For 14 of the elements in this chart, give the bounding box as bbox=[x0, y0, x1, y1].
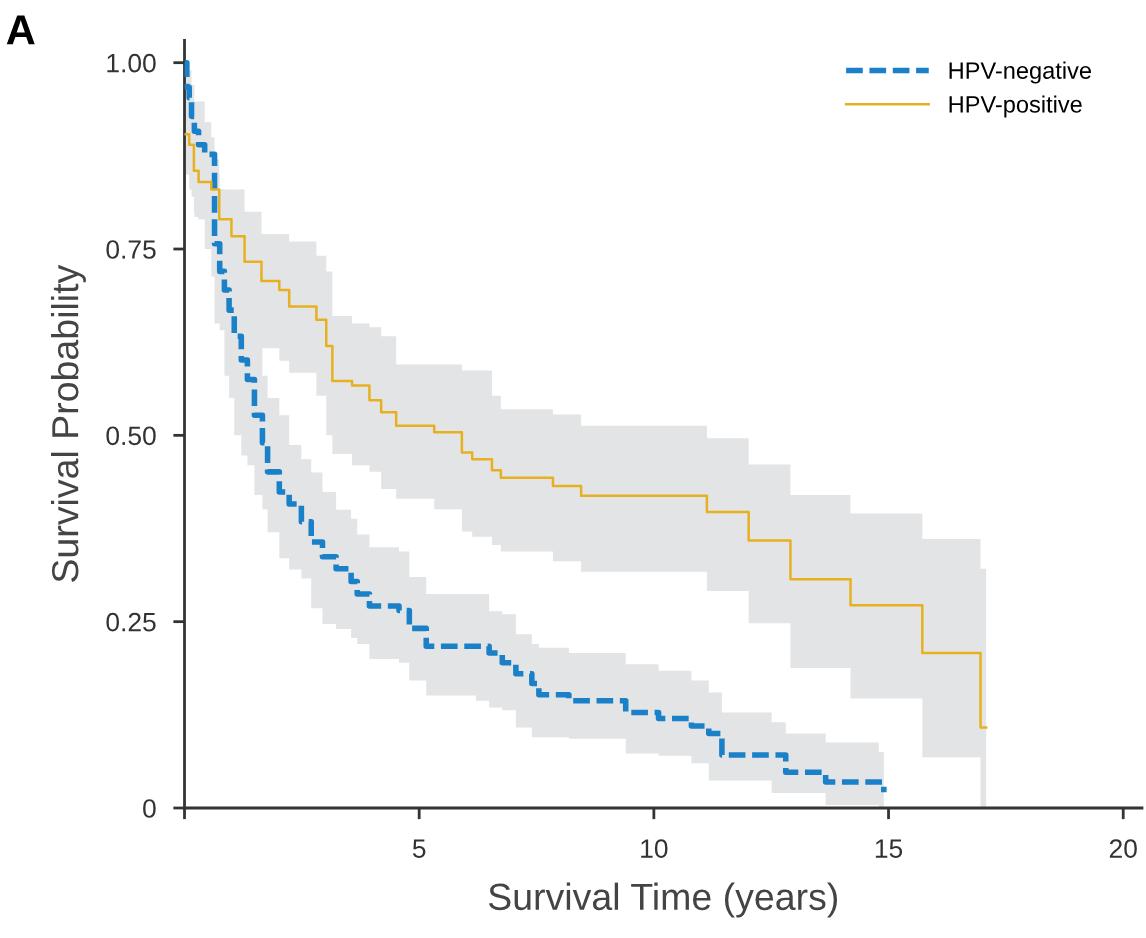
y-axis-title: Survival Probability bbox=[50, 264, 86, 582]
y-tick-label: 0.50 bbox=[106, 426, 156, 446]
legend-label: HPV-negative bbox=[949, 61, 1091, 84]
x-tick-label: 15 bbox=[875, 839, 903, 858]
y-tick-label: 0 bbox=[143, 799, 156, 818]
x-axis-title: Survival Time (years) bbox=[488, 882, 838, 918]
legend-label: HPV-positive bbox=[949, 95, 1082, 118]
x-tick-label: 10 bbox=[641, 839, 668, 858]
y-tick-label: 0.25 bbox=[106, 612, 156, 632]
x-tick-label: 20 bbox=[1109, 839, 1137, 858]
text: A bbox=[6, 15, 35, 45]
y-tick-label: 0.75 bbox=[106, 240, 156, 259]
y-tick-label: 1.00 bbox=[107, 53, 156, 73]
x-tick-label: 5 bbox=[412, 839, 426, 858]
